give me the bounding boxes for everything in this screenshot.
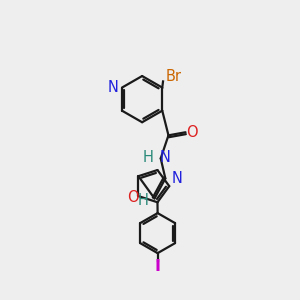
Text: O: O: [186, 125, 197, 140]
Text: N: N: [107, 80, 118, 95]
Text: N: N: [172, 171, 182, 186]
Text: N: N: [160, 150, 171, 165]
Text: Br: Br: [165, 69, 182, 84]
Text: I: I: [154, 259, 160, 274]
Text: H: H: [137, 193, 148, 208]
Text: H: H: [143, 150, 154, 165]
Text: O: O: [127, 190, 139, 205]
